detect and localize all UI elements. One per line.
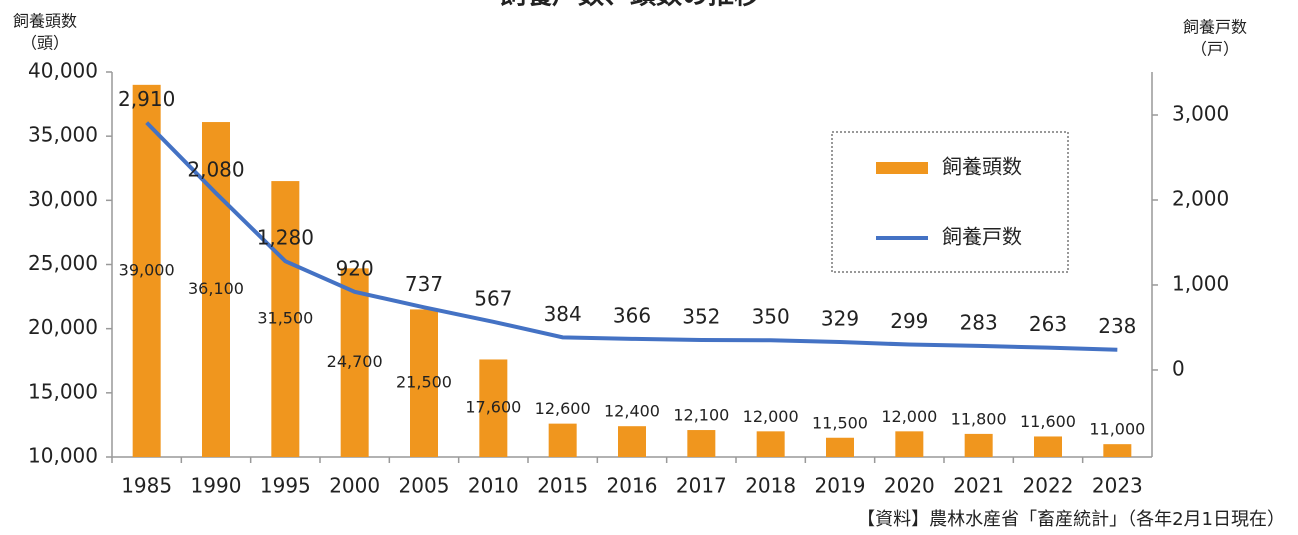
line-value-label: 2,910 [118, 87, 175, 111]
bar [1034, 436, 1062, 457]
y-tick-label: 10,000 [28, 444, 98, 468]
bar [548, 423, 577, 457]
bar-value-label: 39,000 [119, 260, 175, 279]
y-tick-label: 30,000 [28, 187, 98, 211]
y-tick-label: 25,000 [28, 251, 98, 275]
line-value-label: 366 [613, 303, 651, 327]
x-tick-label: 2023 [1092, 474, 1143, 498]
bar [826, 437, 854, 457]
source-note: 【資料】農林水産省「畜産統計」（各年2月1日現在） [857, 509, 1285, 530]
bar-value-label: 12,000 [743, 407, 799, 426]
bar [895, 431, 924, 457]
bar-value-label: 11,800 [951, 409, 1007, 428]
y-tick-label: 40,000 [28, 59, 98, 83]
bar [618, 426, 646, 457]
bar-value-label: 12,000 [881, 407, 937, 426]
y-tick-label: 35,000 [28, 123, 98, 147]
bar-value-label: 36,100 [188, 279, 244, 298]
bar-value-label: 12,600 [535, 399, 591, 418]
bar-value-label: 21,500 [396, 373, 452, 392]
bar [132, 84, 161, 457]
bar [410, 309, 438, 457]
bar [479, 359, 508, 457]
bar [202, 122, 230, 458]
legend-label: 飼養戸数 [942, 225, 1022, 249]
y2-tick-label: 2,000 [1172, 186, 1229, 210]
x-tick-label: 1985 [121, 474, 172, 498]
legend-label: 飼養頭数 [942, 155, 1022, 179]
line-value-label: 567 [474, 286, 512, 310]
bar [964, 433, 993, 457]
bar-value-label: 11,000 [1089, 420, 1145, 439]
y-tick-label: 15,000 [28, 379, 98, 403]
y2-tick-label: 0 [1172, 356, 1185, 380]
y-axis-title: 飼養頭数 [13, 12, 77, 31]
x-tick-label: 2000 [329, 474, 380, 498]
x-tick-label: 1990 [191, 474, 242, 498]
y2-axis-title: 飼養戸数 [1183, 18, 1247, 37]
line-value-label: 1,280 [257, 226, 314, 250]
bar-value-label: 17,600 [465, 398, 521, 417]
x-tick-label: 2020 [884, 474, 935, 498]
bar-value-label: 12,100 [673, 406, 729, 425]
line-value-label: 238 [1098, 314, 1136, 338]
y-tick-label: 20,000 [28, 315, 98, 339]
line-value-label: 920 [336, 256, 374, 280]
y2-tick-label: 1,000 [1172, 271, 1229, 295]
line-value-label: 329 [821, 307, 859, 331]
x-tick-label: 2005 [399, 474, 450, 498]
bar-value-label: 24,700 [327, 352, 383, 371]
x-tick-label: 2022 [1023, 474, 1074, 498]
line-value-label: 352 [682, 305, 720, 329]
bar [271, 181, 300, 458]
x-tick-label: 2019 [815, 474, 866, 498]
line-value-label: 737 [405, 272, 443, 296]
x-tick-label: 2016 [607, 474, 658, 498]
bar-value-label: 31,500 [257, 309, 313, 328]
line-value-label: 2,080 [187, 158, 244, 182]
bar [340, 268, 369, 457]
x-tick-label: 2015 [537, 474, 588, 498]
legend-swatch [876, 162, 928, 174]
y2-axis-unit: （戸） [1191, 40, 1239, 59]
line-value-label: 299 [890, 309, 928, 333]
bar-value-label: 11,600 [1020, 412, 1076, 431]
line [145, 121, 1118, 352]
x-tick-label: 2017 [676, 474, 727, 498]
x-tick-label: 2021 [953, 474, 1004, 498]
line-value-label: 263 [1029, 312, 1067, 336]
chart-title: 飼養戸数、頭数の推移 [500, 0, 760, 11]
bar-value-label: 11,500 [812, 413, 868, 432]
x-tick-label: 2010 [468, 474, 519, 498]
y-axis-unit: （頭） [21, 34, 69, 53]
bar-value-label: 12,400 [604, 402, 660, 421]
line-value-label: 384 [544, 302, 582, 326]
legend-box [831, 131, 1069, 273]
bar [687, 430, 716, 457]
x-tick-label: 2018 [745, 474, 796, 498]
bar [756, 431, 785, 457]
y2-tick-label: 3,000 [1172, 102, 1229, 126]
line-value-label: 350 [752, 305, 790, 329]
bar [1103, 444, 1132, 457]
line-value-label: 283 [960, 310, 998, 334]
x-tick-label: 1995 [260, 474, 311, 498]
